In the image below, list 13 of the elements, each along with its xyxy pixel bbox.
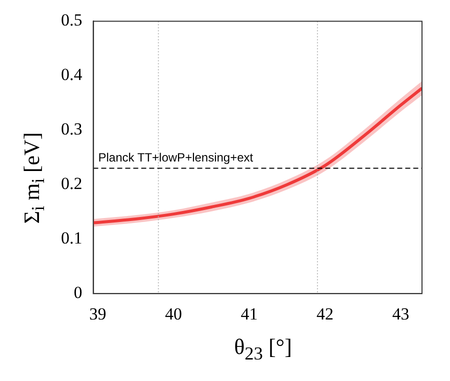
x-tick-label: 42 — [316, 304, 334, 324]
ref-line-label: Planck TT+lowP+lensing+ext — [98, 150, 254, 165]
y-tick-label: 0 — [74, 283, 82, 302]
x-tick-label: 40 — [165, 304, 182, 324]
x-axis-title: θ$_{23}$ [°] — [234, 334, 292, 364]
y-tick-label: 0.5 — [61, 10, 82, 30]
x-tick-label: 43 — [392, 304, 410, 324]
y-tick-label: 0.1 — [61, 228, 82, 248]
x-tick-label: 41 — [240, 304, 258, 324]
x-tick-label: 39 — [89, 304, 106, 324]
y-tick-label: 0.4 — [61, 65, 83, 84]
y-tick-label: 0.3 — [61, 120, 82, 139]
y-tick-label: 0.2 — [61, 174, 82, 194]
